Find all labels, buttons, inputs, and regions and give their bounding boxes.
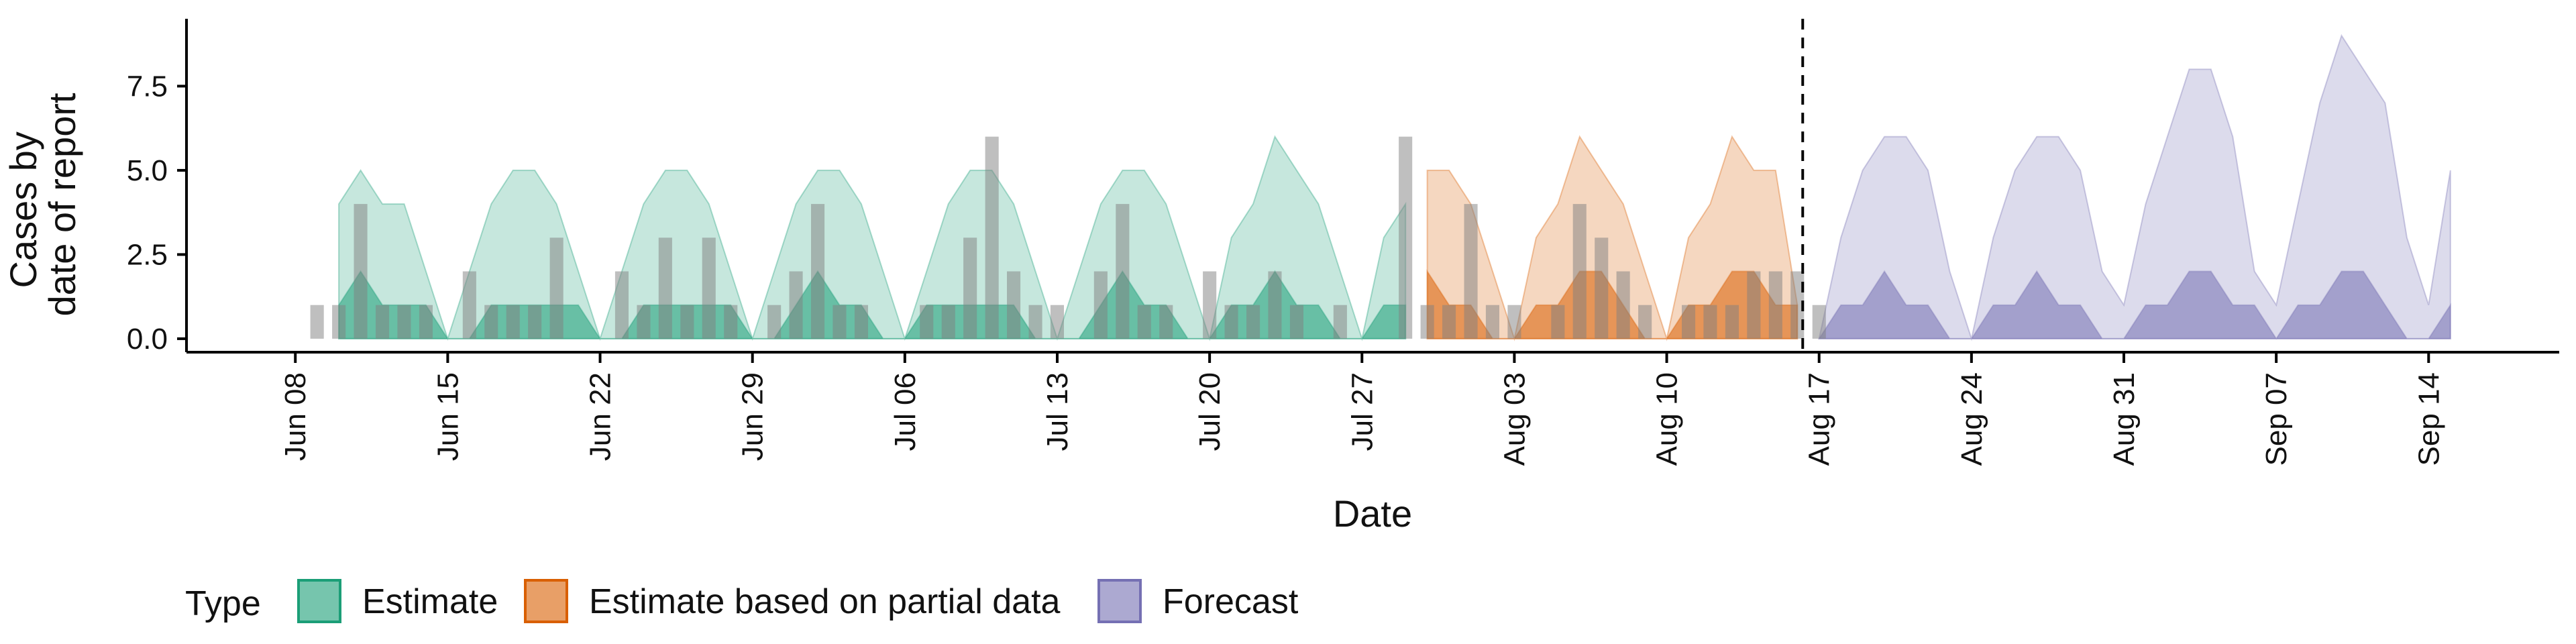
x-tick-label: Sep 07 — [2260, 372, 2293, 466]
band-inner-forecast — [1817, 270, 2451, 340]
axes — [185, 19, 2559, 354]
observed-bar — [1137, 305, 1151, 339]
observed-bar — [1616, 271, 1630, 339]
observed-bar — [811, 204, 825, 339]
observed-bar — [985, 136, 999, 339]
observed-bar — [397, 305, 411, 339]
x-tick-label: Aug 10 — [1651, 372, 1684, 466]
observed-bar — [1507, 305, 1521, 339]
y-tick-label: 5.0 — [127, 154, 168, 187]
observed-bar — [1007, 271, 1021, 339]
observed-bar — [702, 237, 716, 339]
x-tick-label: Jun 15 — [431, 372, 464, 461]
observed-bar — [462, 271, 476, 339]
observed-bar — [1812, 305, 1826, 339]
x-tick-label: Jul 20 — [1193, 372, 1226, 451]
observed-bar — [1268, 271, 1282, 339]
observed-bar — [354, 204, 368, 339]
observed-bar — [854, 305, 868, 339]
observed-bar — [767, 305, 782, 339]
legend-item-forecast: Forecast — [1097, 579, 1299, 623]
observed-bar — [310, 305, 324, 339]
observed-bar — [1572, 204, 1587, 339]
estimate-bands — [338, 34, 2451, 341]
observed-bars — [310, 136, 1826, 339]
observed-bar — [1399, 136, 1413, 339]
observed-bar — [963, 237, 977, 339]
legend-title: Type — [185, 584, 261, 623]
observed-bar — [1442, 305, 1456, 339]
observed-bar — [1790, 271, 1805, 339]
x-tick-label: Jun 08 — [279, 372, 312, 461]
x-axis-title: Date — [1333, 492, 1412, 535]
y-axis-title-line-2: date of report — [41, 93, 83, 317]
observed-bar — [332, 305, 346, 339]
legend-label-forecast: Forecast — [1163, 582, 1299, 621]
x-tick-label: Jul 06 — [889, 372, 922, 451]
observed-bar — [1050, 305, 1064, 339]
y-axis-title-line-1: Cases by — [2, 131, 44, 288]
observed-bar — [1464, 204, 1478, 339]
legend-key-partial — [524, 579, 568, 623]
x-tick-label: Jun 22 — [584, 372, 617, 461]
observed-bar — [1551, 305, 1565, 339]
observed-bar — [506, 305, 520, 339]
y-ticks: 0.0 2.5 5.0 7.5 — [127, 70, 186, 356]
x-tick-label: Sep 14 — [2412, 372, 2445, 466]
observed-bar — [1159, 305, 1173, 339]
y-tick-label: 7.5 — [127, 70, 168, 103]
legend-label-partial: Estimate based on partial data — [589, 582, 1061, 621]
x-tick-label: Jul 27 — [1346, 372, 1379, 451]
observed-bar — [833, 305, 847, 339]
x-tick-label: Jul 13 — [1041, 372, 1074, 451]
legend: Type Estimate Estimate based on partial … — [185, 579, 1299, 623]
y-axis-title: Cases by date of report — [2, 93, 83, 317]
observed-bar — [920, 305, 934, 339]
observed-bar — [1028, 305, 1042, 339]
x-tick-label: Aug 31 — [2108, 372, 2141, 466]
observed-bar — [1703, 305, 1717, 339]
observed-bar — [549, 237, 564, 339]
observed-bar — [658, 237, 672, 339]
x-tick-label: Jun 29 — [737, 372, 769, 461]
observed-bar — [1224, 305, 1238, 339]
y-tick-label: 2.5 — [127, 238, 168, 271]
observed-bar — [680, 305, 694, 339]
observed-bar — [637, 305, 651, 339]
observed-bar — [1595, 237, 1609, 339]
legend-item-partial: Estimate based on partial data — [524, 579, 1061, 623]
observed-bar — [1420, 305, 1434, 339]
observed-bar — [419, 305, 433, 339]
observed-bar — [1289, 305, 1303, 339]
x-tick-label: Aug 03 — [1498, 372, 1531, 466]
observed-bar — [1333, 305, 1347, 339]
observed-bar — [1093, 271, 1108, 339]
observed-bar — [484, 305, 498, 339]
observed-bar — [1485, 305, 1499, 339]
y-tick-label: 0.0 — [127, 323, 168, 356]
legend-key-forecast — [1097, 579, 1142, 623]
observed-bar — [376, 305, 390, 339]
observed-bar — [528, 305, 542, 339]
observed-bar — [614, 271, 629, 339]
x-tick-label: Aug 17 — [1803, 372, 1836, 466]
legend-item-estimate: Estimate — [297, 579, 498, 623]
x-ticks: Jun 08 Jun 15 Jun 22 Jun 29 Jul 06 Jul 13 Jul … — [279, 352, 2445, 466]
observed-bar — [789, 271, 803, 339]
observed-bar — [1203, 271, 1217, 339]
legend-key-estimate — [297, 579, 341, 623]
observed-bar — [1747, 271, 1761, 339]
observed-bar — [1725, 305, 1739, 339]
observed-bar — [724, 305, 738, 339]
observed-bar — [1638, 305, 1652, 339]
observed-bar — [1116, 204, 1130, 339]
observed-bar — [1768, 271, 1782, 339]
observed-bar — [941, 305, 955, 339]
observed-bar — [1682, 305, 1696, 339]
x-tick-label: Aug 24 — [1955, 372, 1988, 466]
observed-bar — [1246, 305, 1260, 339]
legend-label-estimate: Estimate — [362, 582, 498, 621]
